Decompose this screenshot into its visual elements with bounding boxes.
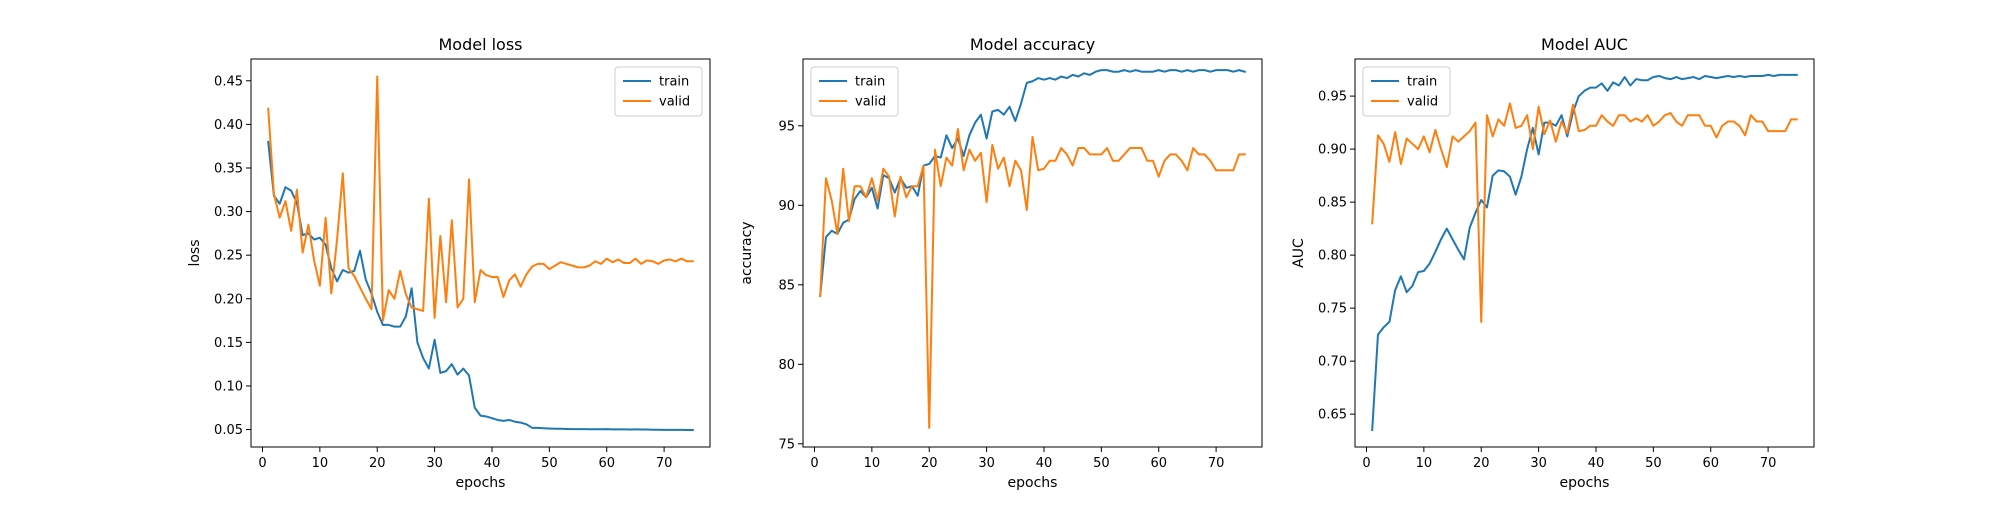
model-accuracy-x-tick-label: 60 [1150,456,1167,471]
model-loss-x-tick-label: 0 [258,456,266,471]
model-loss-y-axis-label: loss [187,239,203,266]
model-accuracy-series-valid-line [819,127,1246,429]
model-loss-x-tick-label: 70 [656,456,673,471]
model-auc-y-tick-label: 0.85 [1318,196,1347,211]
model-loss-y-tick-label: 0.05 [214,423,243,438]
model-accuracy-x-tick-label: 70 [1208,456,1225,471]
model-accuracy-legend-label-train: train [855,75,885,90]
model-auc-x-tick-label: 30 [1530,456,1547,471]
model-auc-legend-label-train: train [1407,75,1437,90]
model-auc-x-axis-label: epochs [1560,475,1610,491]
model-loss-y-tick-label: 0.45 [214,74,243,89]
model-auc-series-valid-line [1371,102,1798,323]
model-auc-plot-frame [1354,58,1815,448]
model-auc-y-tick-label: 0.95 [1318,90,1347,105]
model-loss-chart: 0 10 20 30 40 50 60 70 0.05 0.10 0.15 0.20 0.25 0.30 0… [187,35,711,491]
model-auc-legend: train valid [1362,66,1451,117]
model-loss-legend-label-valid: valid [659,95,690,110]
model-auc-legend-box [1362,66,1451,117]
model-auc-y-tick-label: 0.75 [1318,302,1347,317]
model-loss-y-tick-label: 0.15 [214,336,243,351]
model-loss-plot-frame [250,58,711,448]
model-accuracy-x-tick-label: 20 [921,456,938,471]
model-accuracy-chart: 0 10 20 30 40 50 60 70 75 80 85 90 95 Model accuracy e… [739,35,1263,491]
model-auc-x-tick-label: 70 [1760,456,1777,471]
model-loss-legend-box [614,66,703,117]
model-auc-x-tick-label: 10 [1416,456,1433,471]
model-auc-title: Model AUC [1541,35,1628,54]
model-accuracy-x-tick-label: 30 [978,456,995,471]
model-accuracy-x-axis-label: epochs [1008,475,1058,491]
model-auc-x-tick-label: 0 [1362,456,1370,471]
model-accuracy-legend-box [810,66,899,117]
model-loss-y-tick-label: 0.20 [214,292,243,307]
model-loss-y-tick-label: 0.10 [214,379,243,394]
model-accuracy-y-tick-label: 75 [778,437,795,452]
model-loss-y-tick-label: 0.35 [214,161,243,176]
model-auc-x-tick-label: 60 [1702,456,1719,471]
model-accuracy-y-tick-label: 90 [778,199,795,214]
model-loss-title: Model loss [438,35,522,54]
model-auc-y-tick-label: 0.65 [1318,408,1347,423]
model-accuracy-title: Model accuracy [970,35,1095,54]
model-auc-y-tick-label: 0.70 [1318,355,1347,370]
model-accuracy-x-tick-label: 10 [864,456,881,471]
model-loss-legend: train valid [614,66,703,117]
model-loss-series-train-line [267,140,694,431]
model-auc-x-tick-label: 40 [1588,456,1605,471]
model-auc-chart: 0 10 20 30 40 50 60 70 0.65 0.70 0.75 0.80 0.85 0.90 0… [1291,35,1815,491]
model-accuracy-x-tick-label: 50 [1093,456,1110,471]
model-loss-x-tick-label: 20 [369,456,386,471]
model-accuracy-x-tick-label: 40 [1036,456,1053,471]
model-auc-y-axis-label: AUC [1291,238,1307,268]
model-accuracy-x-tick-label: 0 [810,456,818,471]
model-loss-x-tick-label: 30 [426,456,443,471]
model-auc-y-tick-label: 0.90 [1318,143,1347,158]
model-loss-series-valid-line [267,75,694,322]
model-accuracy-legend-label-valid: valid [855,95,886,110]
model-auc-series-train-line [1371,73,1798,432]
model-loss-x-axis-label: epochs [456,475,506,491]
model-loss-y-tick-label: 0.25 [214,249,243,264]
model-loss-x-tick-label: 10 [312,456,329,471]
model-loss-y-tick-label: 0.40 [214,118,243,133]
model-loss-legend-label-train: train [659,75,689,90]
model-accuracy-y-axis-label: accuracy [739,221,755,284]
model-accuracy-y-tick-label: 95 [778,119,795,134]
model-accuracy-legend: train valid [810,66,899,117]
model-auc-x-tick-label: 50 [1645,456,1662,471]
model-auc-legend-label-valid: valid [1407,95,1438,110]
model-loss-y-tick-label: 0.30 [214,205,243,220]
model-auc-y-tick-label: 0.80 [1318,249,1347,264]
model-accuracy-y-tick-label: 80 [778,358,795,373]
model-loss-x-tick-label: 60 [598,456,615,471]
model-auc-x-tick-label: 20 [1473,456,1490,471]
model-accuracy-plot-frame [802,58,1263,448]
model-loss-x-tick-label: 50 [541,456,558,471]
model-accuracy-y-tick-label: 85 [778,278,795,293]
model-loss-x-tick-label: 40 [484,456,501,471]
